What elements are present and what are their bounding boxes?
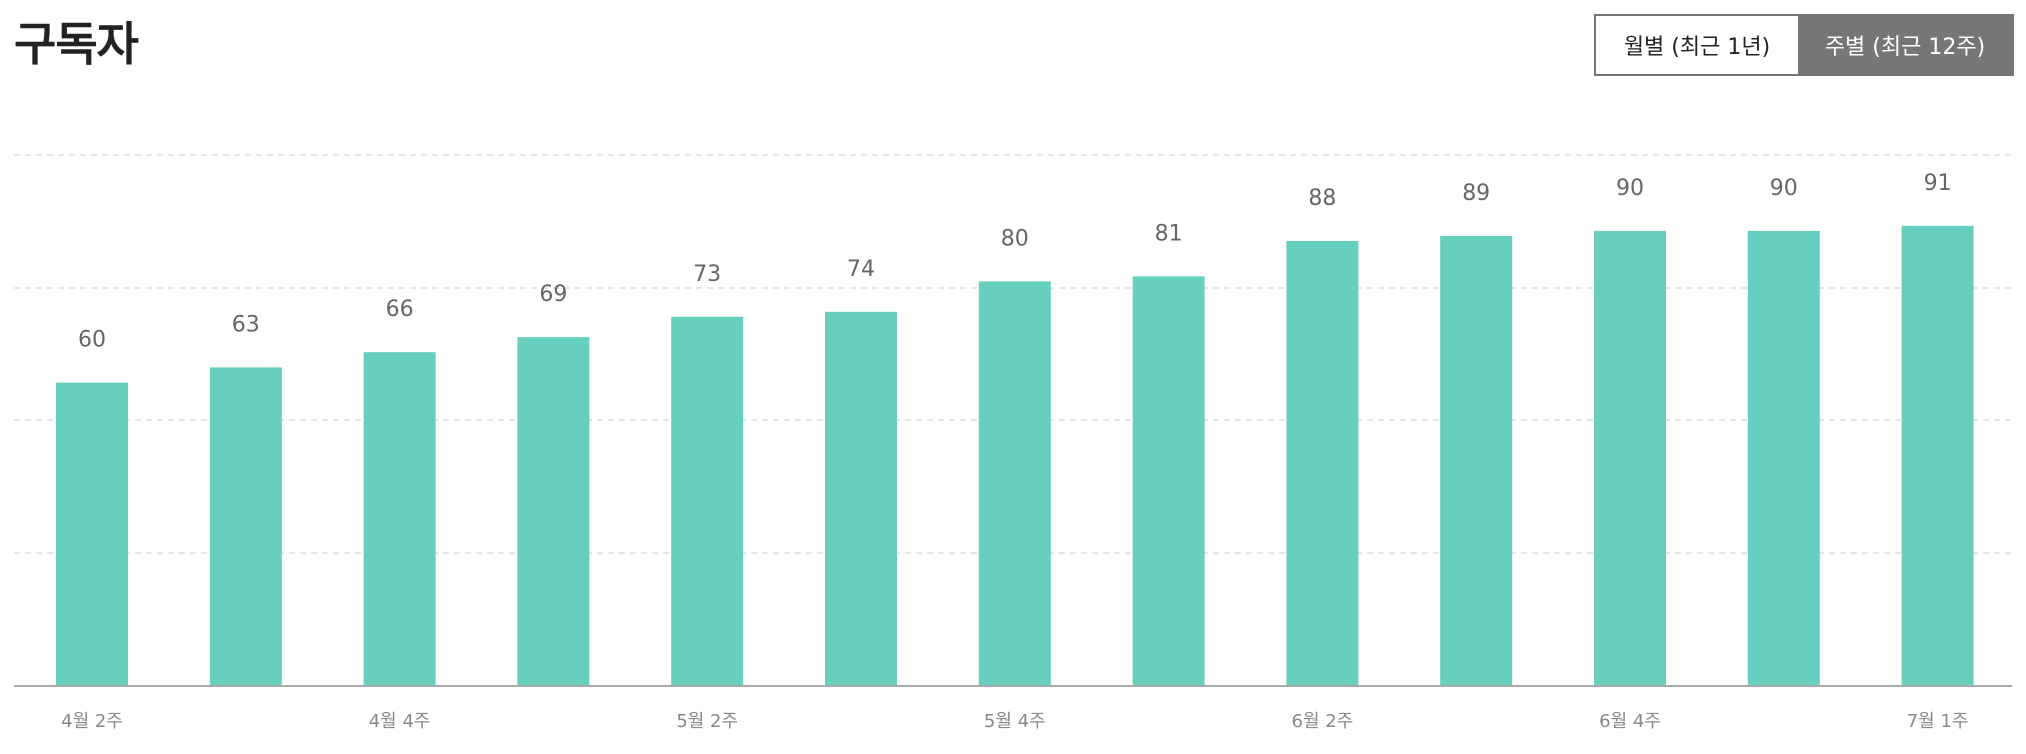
bars — [56, 225, 1974, 687]
x-tick-label: 6월 2주 — [1292, 711, 1354, 732]
bar-value-label: 74 — [847, 257, 875, 282]
bar — [671, 316, 744, 686]
weekly-toggle-button[interactable]: 주별 (최근 12주) — [1798, 16, 2012, 74]
bar-value-label: 90 — [1616, 176, 1644, 201]
bar-value-label: 63 — [232, 312, 260, 337]
x-tick-label: 5월 2주 — [676, 711, 738, 732]
page-title: 구독자 — [14, 17, 139, 71]
monthly-toggle-button[interactable]: 월별 (최근 1년) — [1596, 16, 1798, 74]
bar — [978, 281, 1051, 686]
chart-header: 구독자 월별 (최근 1년) 주별 (최근 12주) — [0, 0, 2026, 100]
bar-value-label: 91 — [1924, 171, 1952, 196]
bar-value-label: 89 — [1462, 181, 1490, 206]
bar — [517, 337, 590, 686]
bar-value-label: 80 — [1001, 226, 1029, 251]
bar — [1286, 241, 1359, 686]
bar — [363, 352, 436, 686]
x-tick-label: 6월 4주 — [1599, 711, 1661, 732]
bar — [1747, 230, 1820, 686]
bar-value-label: 69 — [539, 282, 567, 307]
bar-value-label: 81 — [1155, 221, 1183, 246]
bar — [209, 367, 282, 686]
bar — [1594, 230, 1666, 686]
bar-value-label: 90 — [1770, 176, 1798, 201]
bar-value-label: 66 — [386, 297, 414, 322]
bar-value-label: 60 — [78, 328, 106, 353]
x-tick-labels: 4월 2주 4월 4주 5월 2주 5월 4주 6월 2주 6월 4주 7월 1주 — [61, 711, 1968, 732]
bar-value-label: 88 — [1308, 186, 1336, 211]
x-tick-label: 7월 1주 — [1907, 711, 1969, 732]
gridlines — [14, 154, 2012, 554]
x-tick-label: 5월 4주 — [984, 711, 1046, 732]
bar — [825, 311, 897, 686]
bar — [1440, 235, 1513, 686]
x-tick-label: 4월 2주 — [61, 711, 123, 732]
x-tick-label: 4월 4주 — [369, 711, 431, 732]
bar-value-label: 73 — [693, 262, 721, 287]
bar-value-labels: 60 63 66 69 73 74 80 81 88 89 90 90 91 — [78, 171, 1952, 353]
bar — [56, 382, 128, 686]
bar — [1901, 225, 1974, 687]
bar — [1132, 276, 1205, 686]
period-toggle-group: 월별 (최근 1년) 주별 (최근 12주) — [1594, 14, 2014, 76]
